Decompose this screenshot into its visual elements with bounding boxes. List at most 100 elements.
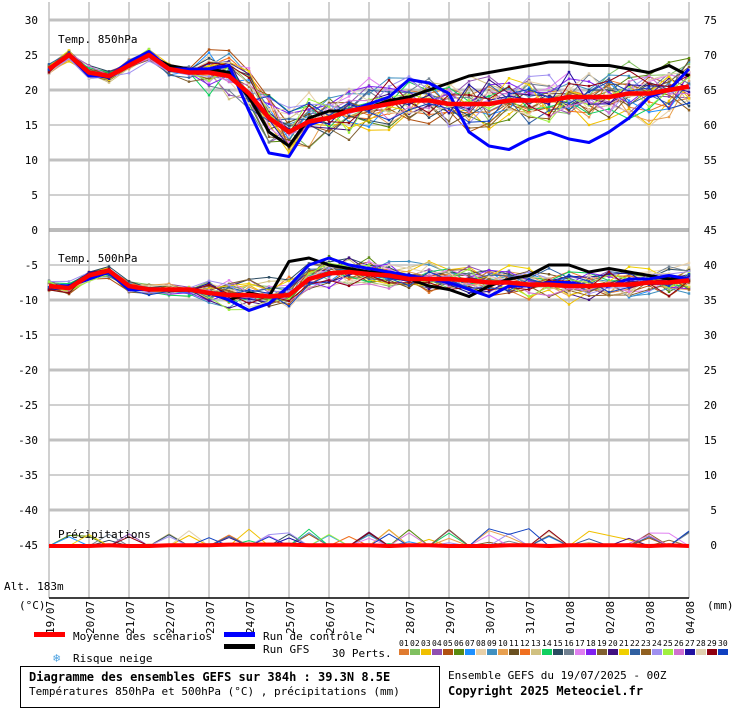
altitude-label: Alt. 183m — [4, 580, 64, 593]
data-point — [667, 85, 671, 88]
data-point — [387, 79, 391, 82]
data-point — [107, 277, 111, 280]
data-point — [207, 93, 211, 97]
data-point — [607, 87, 611, 90]
data-point — [287, 140, 291, 144]
data-point — [507, 269, 511, 272]
data-point — [667, 99, 671, 103]
data-point — [347, 87, 351, 91]
data-point — [247, 101, 251, 105]
data-point — [247, 278, 251, 281]
pert-legend-swatch — [674, 649, 684, 655]
data-point — [687, 284, 691, 287]
data-point — [187, 76, 191, 79]
data-point — [387, 118, 391, 122]
pert-legend-id: 10 — [498, 639, 508, 648]
data-point — [587, 298, 591, 301]
data-point — [367, 109, 371, 112]
data-point — [187, 73, 191, 77]
data-point — [327, 112, 331, 115]
data-point — [327, 267, 331, 270]
pert-legend-swatch — [707, 649, 717, 655]
data-point — [687, 97, 691, 100]
data-point — [427, 77, 431, 80]
data-point — [687, 285, 691, 288]
data-point — [267, 111, 271, 114]
right-tick-label: 65 — [704, 84, 717, 97]
data-point — [267, 299, 271, 302]
data-point — [607, 102, 611, 106]
data-point — [667, 95, 671, 98]
data-point — [387, 277, 391, 280]
data-point — [627, 69, 631, 72]
data-point — [227, 308, 231, 311]
data-point — [687, 76, 691, 79]
data-point — [467, 119, 471, 122]
data-point — [427, 268, 431, 271]
data-point — [267, 100, 271, 103]
data-point — [427, 261, 431, 264]
data-point — [607, 77, 611, 80]
data-point — [347, 121, 351, 125]
pert-legend-id: 04 — [432, 639, 442, 648]
data-point — [487, 83, 491, 86]
data-point — [447, 111, 451, 115]
data-point — [527, 78, 531, 82]
data-point — [627, 113, 631, 116]
data-point — [547, 278, 551, 282]
data-point — [507, 85, 511, 88]
data-point — [587, 273, 591, 276]
data-point — [207, 287, 211, 290]
data-point — [167, 294, 171, 297]
data-point — [307, 280, 311, 284]
data-point — [107, 275, 111, 279]
pert-legend-swatch — [432, 649, 442, 655]
data-point — [467, 282, 471, 285]
pert-legend-swatch — [630, 649, 640, 655]
data-point — [547, 94, 551, 98]
data-point — [587, 291, 591, 294]
data-point — [107, 70, 111, 73]
data-point — [567, 88, 571, 91]
data-point — [387, 278, 391, 282]
data-point — [187, 292, 191, 296]
data-point — [487, 75, 491, 78]
run-info: Ensemble GEFS du 19/07/2025 - 00Z — [448, 669, 667, 682]
data-point — [467, 272, 471, 275]
pert-legend-id: 26 — [674, 639, 684, 648]
data-point — [227, 279, 231, 282]
data-point — [407, 105, 411, 109]
data-point — [687, 65, 691, 69]
copyright: Copyright 2025 Meteociel.fr — [448, 684, 644, 698]
x-tick-label: 20/07 — [84, 601, 97, 634]
data-point — [507, 274, 511, 278]
data-point — [687, 270, 691, 273]
pert-legend-id: 05 — [443, 639, 453, 648]
x-tick-label: 30/07 — [484, 601, 497, 634]
data-point — [487, 290, 491, 293]
data-point — [327, 262, 331, 265]
data-point — [527, 83, 531, 86]
data-point — [367, 125, 371, 128]
data-point — [327, 260, 331, 264]
data-point — [347, 281, 351, 285]
x-tick-label: 29/07 — [444, 601, 457, 634]
data-point — [487, 85, 491, 88]
x-tick-label: 22/07 — [164, 601, 177, 634]
data-point — [287, 124, 291, 128]
data-point — [487, 95, 491, 98]
data-point — [427, 287, 431, 291]
data-point — [327, 254, 331, 258]
data-point — [587, 275, 591, 278]
pert-legend-id: 11 — [509, 639, 519, 648]
data-point — [467, 110, 471, 113]
data-point — [567, 278, 571, 281]
data-point — [407, 282, 411, 286]
data-point — [147, 291, 151, 294]
data-point — [547, 267, 551, 270]
data-point — [507, 289, 511, 292]
data-point — [647, 107, 651, 110]
left-tick-label: -5 — [25, 259, 38, 272]
data-point — [667, 106, 671, 109]
